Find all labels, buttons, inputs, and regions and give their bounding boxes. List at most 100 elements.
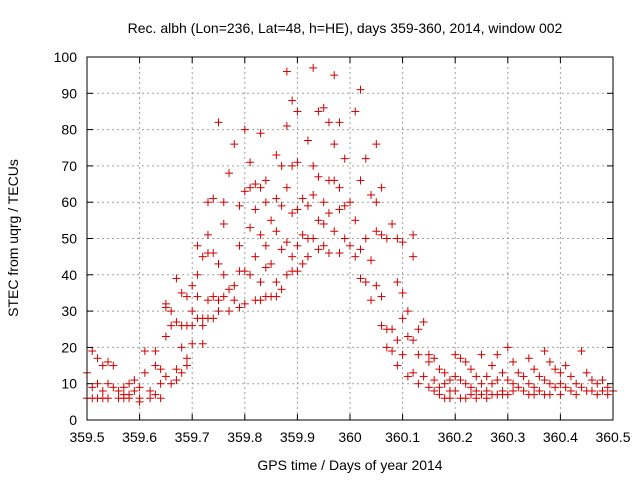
data-point — [498, 368, 507, 377]
data-point — [140, 347, 149, 356]
data-point — [188, 307, 197, 316]
data-point — [324, 249, 333, 258]
x-tick-label: 360.3 — [490, 429, 525, 445]
data-point — [125, 394, 134, 403]
data-point — [556, 368, 565, 377]
x-tick-label: 359.8 — [227, 429, 262, 445]
data-point — [282, 183, 291, 192]
data-point — [314, 216, 323, 225]
data-point — [261, 263, 270, 272]
y-tick-label: 80 — [61, 122, 77, 138]
data-point — [309, 234, 318, 243]
x-tick-label: 359.7 — [175, 429, 210, 445]
data-point — [403, 332, 412, 341]
data-point — [335, 205, 344, 214]
data-point — [556, 379, 565, 388]
data-point — [535, 386, 544, 395]
data-point — [235, 201, 244, 210]
data-point — [435, 383, 444, 392]
data-point — [509, 357, 518, 366]
data-point — [261, 176, 270, 185]
data-point — [182, 354, 191, 363]
data-point — [330, 176, 339, 185]
data-point — [277, 245, 286, 254]
data-point — [256, 230, 265, 239]
data-point — [451, 350, 460, 359]
data-point — [587, 376, 596, 385]
data-point — [587, 386, 596, 395]
data-point — [193, 241, 202, 250]
data-point — [293, 205, 302, 214]
data-point — [172, 317, 181, 326]
data-point — [598, 386, 607, 395]
data-point — [109, 383, 118, 392]
data-point — [172, 365, 181, 374]
data-point — [214, 259, 223, 268]
data-point — [214, 296, 223, 305]
data-point — [161, 299, 170, 308]
data-point — [461, 394, 470, 403]
data-point — [282, 238, 291, 247]
data-point — [545, 390, 554, 399]
data-point — [556, 390, 565, 399]
data-point — [367, 256, 376, 265]
data-point — [172, 274, 181, 283]
data-point — [403, 307, 412, 316]
data-point — [267, 216, 276, 225]
data-point — [340, 234, 349, 243]
x-tick-label: 360.1 — [385, 429, 420, 445]
data-point — [466, 365, 475, 374]
data-point — [456, 354, 465, 363]
data-point — [177, 288, 186, 297]
data-point — [351, 107, 360, 116]
data-point — [356, 85, 365, 94]
data-point — [293, 241, 302, 250]
data-point — [282, 270, 291, 279]
data-point — [240, 299, 249, 308]
data-point — [388, 347, 397, 356]
data-point — [246, 223, 255, 232]
data-point — [477, 350, 486, 359]
data-point — [182, 292, 191, 301]
data-point — [188, 321, 197, 330]
data-point — [572, 390, 581, 399]
data-point — [377, 292, 386, 301]
axis-ticks — [86, 56, 614, 421]
data-point — [330, 227, 339, 236]
data-point — [514, 383, 523, 392]
data-point — [319, 198, 328, 207]
data-point — [235, 303, 244, 312]
x-axis-label: GPS time / Days of year 2014 — [257, 457, 442, 473]
data-point — [230, 281, 239, 290]
data-point — [282, 121, 291, 130]
data-point — [477, 379, 486, 388]
data-point — [251, 180, 260, 189]
data-point — [256, 296, 265, 305]
data-point — [440, 379, 449, 388]
data-point — [540, 347, 549, 356]
data-point — [393, 234, 402, 243]
data-point — [356, 176, 365, 185]
data-point — [561, 361, 570, 370]
data-point — [482, 394, 491, 403]
y-tick-label: 0 — [69, 412, 77, 428]
x-tick-label: 359.9 — [280, 429, 315, 445]
data-point — [340, 154, 349, 163]
data-point — [388, 325, 397, 334]
x-tick-label: 359.6 — [122, 429, 157, 445]
data-point — [104, 379, 113, 388]
data-point — [130, 376, 139, 385]
y-tick-label: 70 — [61, 158, 77, 174]
data-point — [451, 386, 460, 395]
data-point — [135, 397, 144, 406]
data-point — [167, 321, 176, 330]
x-tick-label: 359.5 — [69, 429, 104, 445]
data-point — [424, 383, 433, 392]
data-point — [188, 339, 197, 348]
data-point — [256, 278, 265, 287]
data-point — [414, 325, 423, 334]
data-point — [161, 332, 170, 341]
data-point — [109, 361, 118, 370]
data-point — [188, 281, 197, 290]
data-point — [472, 386, 481, 395]
